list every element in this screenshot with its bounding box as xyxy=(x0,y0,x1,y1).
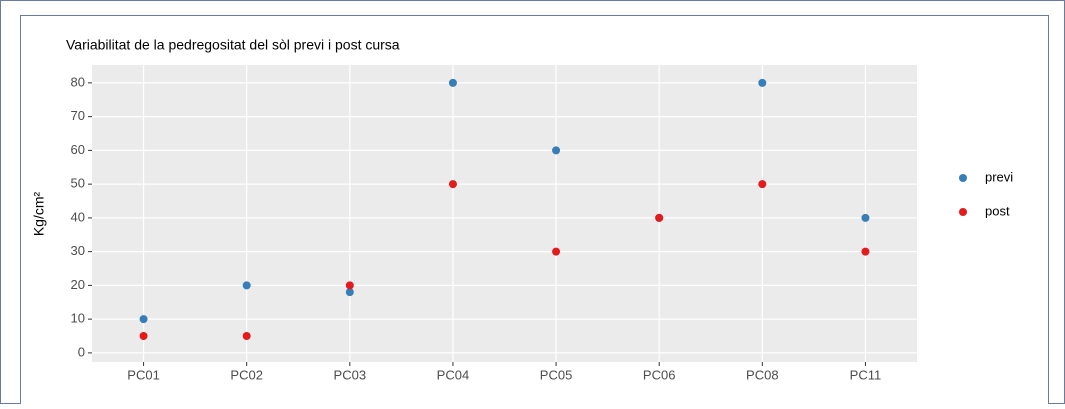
y-tick-label: 20 xyxy=(71,277,85,292)
legend-marker xyxy=(959,208,967,216)
point xyxy=(758,78,767,87)
point xyxy=(242,281,251,290)
point xyxy=(345,288,354,297)
x-tick-label: PC02 xyxy=(230,367,263,382)
y-tick-label: 60 xyxy=(71,142,85,157)
y-tick-label: 30 xyxy=(71,243,85,258)
point xyxy=(139,332,148,341)
x-tick-label: PC05 xyxy=(540,367,573,382)
chart-title: Variabilitat de la pedregositat del sòl … xyxy=(66,37,400,53)
point xyxy=(861,247,870,256)
point xyxy=(139,315,148,324)
point xyxy=(861,213,870,222)
plot-panel xyxy=(92,65,917,362)
y-tick-label: 70 xyxy=(71,108,85,123)
y-tick-label: 10 xyxy=(71,311,85,326)
point xyxy=(758,180,767,189)
y-tick-label: 0 xyxy=(78,344,85,359)
legend-label: post xyxy=(985,203,1010,218)
x-tick-label: PC01 xyxy=(127,367,160,382)
point xyxy=(552,146,561,155)
x-tick-label: PC03 xyxy=(334,367,367,382)
y-tick-label: 40 xyxy=(71,209,85,224)
x-tick-label: PC11 xyxy=(850,367,882,382)
point xyxy=(552,247,561,256)
point xyxy=(448,78,457,87)
x-tick-label: PC04 xyxy=(437,367,470,382)
point xyxy=(345,281,354,290)
legend-marker xyxy=(959,174,967,182)
point xyxy=(448,180,457,189)
y-axis-label: Kg/cm² xyxy=(31,191,47,236)
legend-label: previ xyxy=(985,169,1013,184)
y-tick-label: 80 xyxy=(71,74,85,89)
x-tick-label: PC08 xyxy=(746,367,779,382)
x-tick-label: PC06 xyxy=(643,367,676,382)
y-tick-label: 50 xyxy=(71,176,85,191)
point xyxy=(242,332,251,341)
plot-layer: 0 10 20 30 40 50 60 70 80 PC01 PC02 PC03 PC04 PC05 PC0… xyxy=(71,65,1013,382)
point xyxy=(655,213,664,222)
